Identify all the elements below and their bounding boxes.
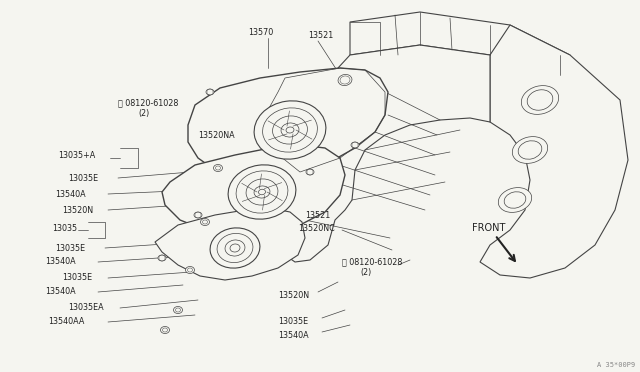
Polygon shape <box>285 45 490 262</box>
Polygon shape <box>188 68 388 178</box>
Text: 13520ND: 13520ND <box>238 196 275 205</box>
Ellipse shape <box>161 327 170 334</box>
Ellipse shape <box>200 218 209 225</box>
Text: Ⓑ 08120-61028: Ⓑ 08120-61028 <box>342 257 403 266</box>
Text: 13035: 13035 <box>52 224 77 232</box>
Text: 13520N: 13520N <box>62 205 93 215</box>
Ellipse shape <box>228 165 296 219</box>
Ellipse shape <box>186 266 195 273</box>
Polygon shape <box>480 25 628 278</box>
Text: 13521: 13521 <box>305 211 330 219</box>
Text: 13540A: 13540A <box>45 288 76 296</box>
Ellipse shape <box>351 142 359 148</box>
Ellipse shape <box>194 212 202 218</box>
Ellipse shape <box>499 187 532 212</box>
Text: 13035+A: 13035+A <box>58 151 95 160</box>
Ellipse shape <box>158 255 166 261</box>
Text: Ⓑ 08120-61028: Ⓑ 08120-61028 <box>118 99 179 108</box>
Ellipse shape <box>273 116 307 144</box>
Ellipse shape <box>173 307 182 314</box>
Text: 13035E: 13035E <box>68 173 98 183</box>
Text: 13035E: 13035E <box>55 244 85 253</box>
Text: 13520NC: 13520NC <box>298 224 335 232</box>
Ellipse shape <box>217 233 253 263</box>
Text: FRONT: FRONT <box>472 223 506 233</box>
Text: 13540A: 13540A <box>278 331 308 340</box>
Ellipse shape <box>262 108 317 152</box>
Ellipse shape <box>236 171 288 213</box>
Polygon shape <box>350 12 570 75</box>
Ellipse shape <box>210 228 260 268</box>
Ellipse shape <box>225 240 245 256</box>
Text: (2): (2) <box>138 109 149 118</box>
Ellipse shape <box>214 164 223 171</box>
Text: 13520N: 13520N <box>278 291 309 299</box>
Ellipse shape <box>254 101 326 159</box>
Text: 13520NB: 13520NB <box>238 183 275 192</box>
Text: 13520NA: 13520NA <box>198 131 235 140</box>
Ellipse shape <box>246 179 278 205</box>
Polygon shape <box>155 208 305 280</box>
Text: 13540A: 13540A <box>45 257 76 266</box>
Ellipse shape <box>206 89 214 95</box>
Ellipse shape <box>306 169 314 175</box>
Text: 13521: 13521 <box>308 31 333 39</box>
Text: 13035EA: 13035EA <box>68 304 104 312</box>
Text: 13540AA: 13540AA <box>48 317 84 327</box>
Ellipse shape <box>522 86 559 114</box>
Text: A 35*00P9: A 35*00P9 <box>596 362 635 368</box>
Polygon shape <box>162 145 345 235</box>
Text: 13570: 13570 <box>248 28 273 36</box>
Text: 13035E: 13035E <box>278 317 308 327</box>
Text: (2): (2) <box>360 267 371 276</box>
Text: 13540A: 13540A <box>55 189 86 199</box>
Ellipse shape <box>512 137 548 163</box>
Ellipse shape <box>338 74 352 86</box>
Text: 13035E: 13035E <box>62 273 92 282</box>
